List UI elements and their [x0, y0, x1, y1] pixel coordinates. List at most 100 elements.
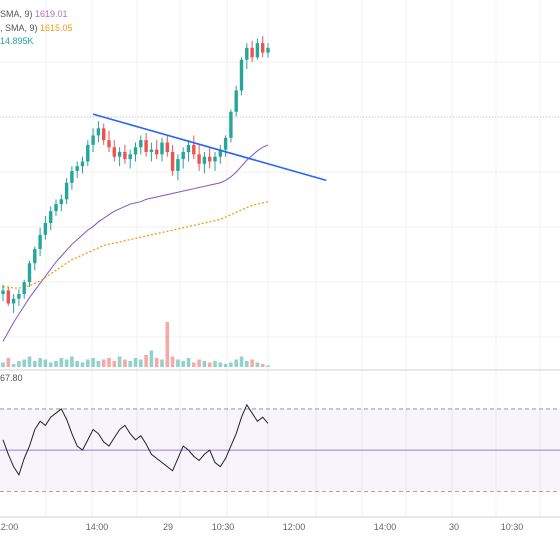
candle-body	[144, 140, 148, 152]
volume-bar	[96, 361, 101, 367]
time-axis: 12:00 14:00 29 10:30 12:00 14:00 30 10:30	[0, 522, 523, 532]
volume-bar	[170, 356, 175, 367]
candle-body	[22, 282, 26, 294]
volume-bar	[101, 359, 106, 367]
volume-bar	[239, 356, 244, 367]
candle-body	[181, 152, 185, 160]
candle-body	[208, 156, 212, 162]
candle-body	[234, 90, 238, 112]
volume-bar	[165, 322, 170, 367]
volume-bar	[75, 361, 79, 367]
volume-bar	[197, 359, 201, 367]
volume-bar	[192, 362, 196, 367]
candle-body	[64, 182, 69, 200]
volume-bar	[123, 359, 127, 367]
candle-body	[75, 166, 79, 171]
time-tick-label: 10:30	[501, 522, 524, 532]
volume-bar	[176, 359, 180, 367]
volume-bar	[86, 359, 90, 367]
candle-body	[170, 152, 175, 171]
time-tick-label: 29	[163, 522, 173, 532]
trendline-segment	[92, 113, 327, 182]
volume-bar	[207, 362, 212, 367]
volume-bar	[223, 364, 228, 367]
candle-body	[96, 128, 101, 136]
volume-bar	[250, 359, 254, 367]
candle-body	[139, 140, 143, 148]
candle-body	[176, 159, 180, 171]
volume-bar	[11, 364, 16, 367]
sma-orange-line	[3, 201, 269, 289]
volume-bar	[139, 359, 143, 367]
volume-bar	[128, 361, 132, 367]
volume-bar	[260, 364, 265, 367]
candle-body	[117, 152, 122, 157]
volume-bar	[38, 358, 42, 367]
volume-bar	[43, 359, 48, 367]
candle-body	[59, 199, 63, 205]
volume-bar	[234, 359, 238, 367]
time-tick-label: 12:00	[283, 522, 306, 532]
volume-bar	[266, 365, 270, 367]
candle-body	[33, 249, 37, 264]
volume-bar	[54, 361, 58, 367]
volume-bar	[59, 358, 64, 367]
moving-averages	[0, 144, 269, 342]
volume-bars	[1, 322, 270, 367]
candle-body	[86, 144, 90, 162]
legend-row-1: SMA, 9) 1619.01	[0, 9, 68, 20]
time-tick-label: 30	[449, 522, 459, 532]
candle-body	[192, 144, 196, 155]
rsi-line	[2, 403, 269, 477]
volume-bar	[229, 362, 233, 367]
candle-body	[91, 135, 95, 145]
volume-bar	[17, 361, 21, 367]
legend-sma-2-value: 1615.05	[40, 23, 73, 33]
candle-body	[70, 170, 74, 183]
volume-bar	[117, 356, 122, 367]
candle-body	[112, 147, 116, 157]
candle-body	[245, 47, 249, 60]
candle-body	[197, 154, 201, 164]
trendline[interactable]	[92, 113, 327, 182]
volume-bar	[213, 361, 217, 367]
legend-sma-1-label: SMA, 9)	[0, 9, 33, 19]
legend-sma-1-value: 1619.01	[35, 9, 68, 19]
candle-body	[160, 142, 164, 155]
rsi-panel	[0, 403, 560, 492]
volume-bar	[70, 356, 74, 367]
volume-bar	[80, 362, 85, 367]
candle-body	[128, 154, 132, 160]
volume-bar	[64, 359, 69, 367]
candle-body	[102, 128, 106, 141]
volume-bar	[154, 358, 159, 367]
legend-row-2: , SMA, 9) 1615.05	[0, 23, 73, 34]
candle-body	[229, 111, 233, 138]
candle-body	[133, 147, 138, 155]
candle-body	[202, 156, 207, 164]
candlesticks	[1, 36, 270, 313]
candle-body	[155, 149, 159, 155]
volume-bar	[160, 359, 164, 367]
volume-bar	[48, 362, 53, 367]
volume-bar	[202, 361, 207, 367]
volume-bar	[144, 355, 148, 367]
candle-body	[54, 204, 58, 212]
volume-bar	[6, 358, 11, 367]
candle-body	[149, 149, 154, 152]
volume-bar	[181, 361, 185, 367]
rsi-value: 67.80	[0, 373, 23, 383]
volume-bar	[112, 361, 117, 367]
volume-bar	[91, 358, 95, 367]
candle-body	[165, 142, 169, 152]
candle-body	[255, 43, 260, 58]
time-tick-label: 14:00	[86, 522, 109, 532]
grid-lines	[0, 0, 560, 518]
candle-body	[27, 263, 32, 283]
candle-body	[186, 144, 191, 152]
volume-bar	[27, 356, 32, 367]
candle-body	[1, 290, 5, 294]
candle-body	[218, 149, 222, 157]
candle-body	[123, 152, 127, 160]
